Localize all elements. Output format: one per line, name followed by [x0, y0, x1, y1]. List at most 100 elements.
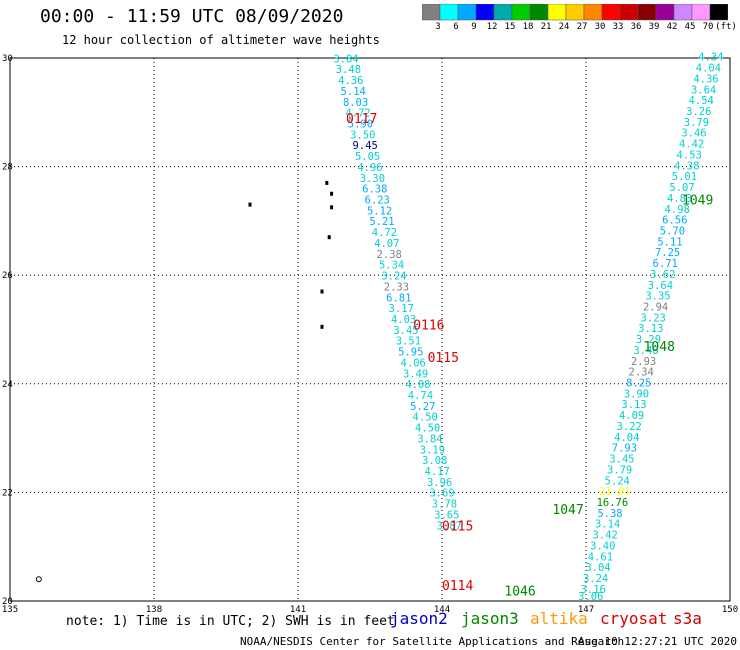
scale-label: 42	[666, 22, 678, 32]
wave-height-value: 3.29	[636, 334, 661, 346]
island-shape	[325, 180, 329, 185]
wave-height-value: 3.19	[420, 444, 445, 456]
y-tick-label: 30	[2, 54, 13, 64]
scale-label: 36	[630, 22, 642, 32]
wave-height-value: 4.42	[679, 139, 704, 151]
wave-height-value: 3.84	[417, 433, 442, 445]
y-tick-label: 22	[2, 488, 13, 498]
wave-height-value: 3.22	[617, 421, 642, 433]
wave-height-value: 5.27	[410, 401, 435, 413]
x-tick-label: 135	[2, 605, 18, 615]
island-shape	[327, 235, 331, 240]
y-tick-label: 28	[2, 163, 13, 173]
wave-height-value: 3.79	[684, 117, 709, 129]
island-shape	[330, 191, 334, 196]
wave-height-value: 3.17	[389, 303, 414, 315]
wave-height-value: 4.38	[674, 160, 699, 172]
wave-height-value: 3.48	[336, 64, 361, 76]
wave-height-value: 6.71	[653, 258, 678, 270]
satellite-legend-cryosat: cryosat	[600, 609, 668, 628]
wave-height-value: 7.93	[612, 443, 637, 455]
scale-label: 33	[612, 22, 624, 32]
wave-height-value: 3.30	[360, 173, 385, 185]
wave-height-value: 4.50	[413, 412, 438, 424]
island-shape	[248, 202, 252, 207]
wave-height-value: 4.34	[698, 52, 723, 64]
x-tick-label: 141	[290, 605, 306, 615]
wave-height-value: 4.36	[693, 73, 718, 85]
wave-height-value: 3.48	[633, 345, 658, 357]
track-pass-label: 1049	[682, 194, 713, 209]
wave-height-value: 3.13	[638, 323, 663, 335]
wave-height-value: 3.45	[609, 454, 634, 466]
page-subtitle: 12 hour collection of altimeter wave hei…	[62, 33, 380, 47]
wave-height-value: 3.26	[686, 106, 711, 118]
wave-height-value: 4.04	[614, 432, 639, 444]
wave-height-value: 5.90	[348, 119, 373, 131]
track-pass-label: 0114	[442, 579, 473, 594]
wave-height-value: 3.62	[650, 269, 675, 281]
wave-height-value: 3.90	[624, 388, 649, 400]
wave-height-value: 3.96	[427, 477, 452, 489]
wave-height-value: 4.96	[357, 162, 382, 174]
wave-height-value: 3.16	[581, 584, 606, 596]
note-text: note: 1) Time is in UTC; 2) SWH is in fe…	[66, 614, 395, 629]
scale-label: 9	[471, 22, 477, 32]
island-shape	[330, 205, 334, 210]
satellite-legend-jason2: jason2	[390, 609, 448, 628]
wave-height-value: 16.76	[597, 497, 629, 509]
wave-height-value: 8.25	[626, 378, 651, 390]
wave-height-value: 4.61	[588, 551, 613, 563]
satellite-legend-s3a: s3a	[673, 609, 702, 628]
wave-height-value: 3.64	[691, 84, 716, 96]
wave-height-value: 9.45	[353, 140, 378, 152]
wave-height-value: 4.74	[408, 390, 433, 402]
wave-height-value: 3.84	[333, 53, 358, 65]
wave-height-value: 3.65	[434, 509, 459, 521]
wave-height-value: 2.38	[377, 249, 402, 261]
wave-height-value: 4.53	[677, 149, 702, 161]
island-shape	[320, 289, 324, 294]
wave-height-value: 3.06	[578, 591, 603, 603]
scale-label: (ft)	[715, 22, 737, 32]
wave-height-value: 3.49	[403, 368, 428, 380]
scale-label: 24	[558, 22, 570, 32]
x-tick-label: 144	[434, 605, 450, 615]
wave-height-value: 4.08	[405, 379, 430, 391]
wave-height-value: 4.09	[619, 410, 644, 422]
wave-height-value: 2.33	[384, 281, 409, 293]
wave-height-value: 4.17	[425, 466, 450, 478]
scale-label: 39	[648, 22, 660, 32]
track-pass-label: 0116	[413, 319, 444, 334]
wave-height-value: 3.24	[381, 271, 406, 283]
wave-height-value: 3.45	[393, 325, 418, 337]
wave-height-value: 6.81	[386, 292, 411, 304]
wave-height-value: 5.21	[369, 216, 394, 228]
credit-text: NOAA/NESDIS Center for Satellite Applica…	[240, 635, 625, 648]
wave-height-value: 3.14	[595, 519, 620, 531]
scale-label: 30	[594, 22, 606, 32]
track-pass-label: 0115	[428, 351, 459, 366]
y-tick-label: 20	[2, 597, 13, 607]
wave-height-value: 3.50	[350, 129, 375, 141]
wave-height-value: 4.98	[665, 204, 690, 216]
scale-label: 18	[522, 22, 534, 32]
wave-height-value: 3.64	[648, 280, 673, 292]
wave-height-value: 4.06	[401, 357, 426, 369]
wave-height-value: 5.12	[367, 205, 392, 217]
x-tick-label: 138	[146, 605, 162, 615]
wave-height-value: 3.78	[432, 499, 457, 511]
wave-height-value: 2.93	[631, 356, 656, 368]
satellite-legend-jason3: jason3	[461, 609, 519, 628]
wave-height-value: 5.05	[355, 151, 380, 163]
track-pass-label: 1048	[644, 340, 675, 355]
wave-height-value: 5.38	[597, 508, 622, 520]
x-tick-label: 147	[578, 605, 594, 615]
wave-height-value: 3.46	[681, 128, 706, 140]
wave-height-value: 3.08	[422, 455, 447, 467]
island-shape	[35, 576, 42, 583]
wave-height-value: 4.72	[345, 108, 370, 120]
wave-height-value: 4.04	[696, 63, 721, 75]
scale-label: 45	[684, 22, 696, 32]
